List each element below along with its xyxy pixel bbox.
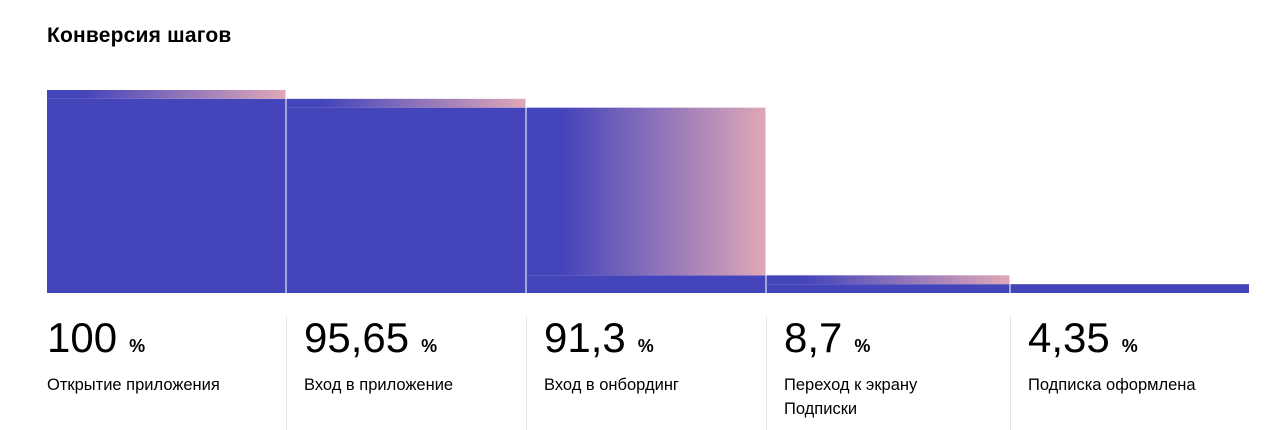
step-unit: % [129,336,146,356]
step-value: 100 [47,314,118,361]
funnel-bar-4 [766,284,1010,293]
step-unit: % [637,336,654,356]
funnel-dropoff-4 [766,275,1010,285]
funnel-bar-3 [526,275,766,293]
funnel-dropoff-2 [286,98,526,108]
step-value: 4,35 [1028,314,1110,361]
step-unit: % [1121,336,1138,356]
funnel-step-1: 100% Открытие приложения [47,316,286,430]
step-value: 91,3 [544,314,626,361]
funnel-step-2: 95,65% Вход в приложение [286,316,526,430]
step-label: Вход в онбординг [544,376,679,394]
funnel-step-4: 8,7% Переход к экрану Подписки [766,316,1010,430]
funnel-step-5: 4,35% Подписка оформлена [1010,316,1249,430]
step-label: Вход в приложение [304,376,454,394]
chart-title: Конверсия шагов [47,24,232,47]
step-value: 8,7 [784,314,843,361]
step-label: Открытие приложения [47,376,220,394]
funnel-bar-2 [286,107,526,293]
funnel-steps: 100% Открытие приложения 95,65% Вход в прил… [0,300,1280,430]
funnel-step-3: 91,3% Вход в онбординг [526,316,766,430]
step-value: 95,65 [304,314,410,361]
funnel-dropoff-1 [47,90,286,99]
step-unit: % [854,336,871,356]
funnel-dropoff-3 [526,107,766,276]
funnel-bar-1 [47,98,286,293]
step-unit: % [421,336,438,356]
step-label: Переход к экрану Подписки [784,376,918,418]
funnel-bar-5 [1010,284,1249,293]
funnel-chart [47,90,1249,293]
step-label: Подписка оформлена [1028,376,1196,394]
